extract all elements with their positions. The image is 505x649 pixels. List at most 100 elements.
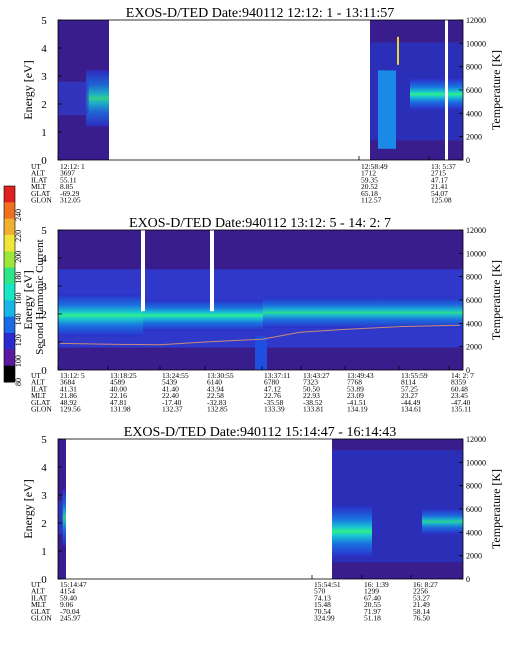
orbit-cell: 65.18	[361, 189, 378, 198]
orbit-cell: 133.39	[264, 405, 285, 414]
y-tick-label: 1	[41, 546, 47, 558]
y2-tick-label: 6000	[466, 505, 482, 514]
spectrogram-band	[62, 489, 66, 546]
orbit-cell: 125.08	[431, 196, 452, 205]
colorbar-swatch	[4, 284, 15, 301]
colorbar-tick-label: 180	[14, 272, 23, 284]
orbit-row-label: GLAT	[31, 607, 51, 616]
orbit-cell: 71.97	[364, 607, 381, 616]
orbit-cell: 13:12: 5	[60, 371, 85, 380]
orbit-cell: 23.09	[347, 391, 364, 400]
orbit-cell: 20.55	[364, 600, 381, 609]
orbit-cell: 22.93	[303, 391, 320, 400]
orbit-cell: 76.50	[413, 614, 430, 623]
y-tick-label: 0	[41, 574, 47, 586]
orbit-cell: 47.12	[264, 384, 281, 393]
y-tick-label: 3	[41, 490, 47, 502]
panel-title: EXOS-D/TED Date:940112 12:12: 1 - 13:11:…	[126, 6, 394, 21]
orbit-cell: 12:58:49	[361, 162, 388, 171]
panel-title: EXOS-D/TED Date:940112 15:14:47 - 16:14:…	[124, 425, 396, 440]
orbit-cell: 4589	[110, 378, 125, 387]
orbit-row-label: MLT	[31, 600, 47, 609]
spectrogram-panel-3: EXOS-D/TED Date:940112 15:14:47 - 16:14:…	[21, 425, 503, 623]
orbit-cell: 13:37:11	[264, 371, 291, 380]
data-gap	[141, 230, 145, 312]
y2-tick-label: 8000	[466, 482, 482, 491]
colorbar-swatch	[4, 251, 15, 269]
y2-axis-label: Temperature [K]	[489, 469, 503, 549]
spectrogram-band	[58, 81, 89, 116]
y2-tick-label: 2000	[466, 552, 482, 561]
orbit-cell: 6780	[264, 378, 279, 387]
orbit-row-label: GLON	[31, 196, 52, 205]
orbit-cell: 132.37	[162, 405, 183, 414]
orbit-cell: 20.52	[361, 182, 378, 191]
y2-tick-label: 10000	[466, 458, 486, 467]
orbit-cell: 112.57	[361, 196, 382, 205]
data-gap	[445, 20, 448, 160]
colorbar-swatch	[4, 186, 15, 203]
orbit-cell: 4154	[60, 587, 75, 596]
orbit-cell: 60.48	[451, 384, 468, 393]
orbit-cell: 13: 5:37	[431, 162, 456, 171]
orbit-cell: 9.06	[60, 600, 73, 609]
y2-tick-label: 6000	[466, 86, 482, 95]
orbit-cell: 16: 8:27	[413, 580, 438, 589]
colorbar-tick-label: 220	[14, 230, 23, 242]
orbit-row-label: GLAT	[31, 398, 51, 407]
orbit-cell: 15:54:51	[314, 580, 341, 589]
y2-tick-label: 10000	[466, 39, 486, 48]
colorbar-swatch	[4, 365, 15, 383]
y2-tick-label: 4000	[466, 528, 482, 537]
orbit-cell: 59.35	[361, 175, 378, 184]
y2-tick-label: 0	[466, 575, 470, 584]
orbit-cell: 70.54	[314, 607, 331, 616]
orbit-cell: 41.31	[60, 384, 77, 393]
y-tick-label: 5	[41, 225, 47, 237]
orbit-cell: 1299	[364, 587, 379, 596]
orbit-cell: -69.29	[60, 189, 80, 198]
colorbar-tick-label: 100	[14, 355, 23, 367]
orbit-cell: 48.92	[60, 398, 77, 407]
y2-tick-label: 12000	[466, 435, 486, 444]
orbit-cell: -47.40	[451, 398, 471, 407]
orbit-cell: 135.11	[451, 405, 472, 414]
orbit-cell: 74.13	[314, 593, 331, 602]
orbit-cell: -32.83	[207, 398, 227, 407]
orbit-cell: 53.89	[347, 384, 364, 393]
y-axis-label: Energy [eV]	[21, 270, 35, 329]
spectrogram-band	[378, 70, 396, 149]
spectrogram-band	[58, 500, 63, 535]
y-tick-label: 5	[41, 434, 47, 446]
orbit-row-label: ALT	[31, 587, 45, 596]
data-gap	[210, 230, 214, 312]
orbit-cell: 22.16	[110, 391, 127, 400]
y-tick-label: 1	[41, 127, 47, 139]
orbit-cell: 8.85	[60, 182, 73, 191]
y2-axis-label: Temperature [K]	[489, 260, 503, 340]
orbit-row-label: GLAT	[31, 189, 51, 198]
spectrogram-band	[332, 506, 372, 557]
colorbar-swatch	[4, 300, 15, 318]
orbit-cell: 53.27	[413, 593, 430, 602]
orbit-cell: 13:55:59	[401, 371, 428, 380]
orbit-cell: 312.05	[60, 196, 81, 205]
y-tick-label: 0	[41, 155, 47, 167]
spectrogram-band	[255, 336, 267, 370]
orbit-row-label: ALT	[31, 378, 45, 387]
y2-tick-label: 0	[466, 156, 470, 165]
orbit-cell: 134.61	[401, 405, 422, 414]
orbit-cell: 324.99	[314, 614, 335, 623]
orbit-cell: 23.45	[451, 391, 468, 400]
orbit-cell: -41.51	[347, 398, 367, 407]
orbit-cell: 6140	[207, 378, 222, 387]
y2-tick-label: 0	[466, 366, 470, 375]
colorbar-swatch	[4, 267, 15, 285]
orbit-row-label: ILAT	[31, 384, 48, 393]
orbit-cell: 8114	[401, 378, 416, 387]
colorbar-swatch	[4, 349, 15, 367]
orbit-cell: 15.48	[314, 600, 331, 609]
y-tick-label: 3	[41, 71, 47, 83]
orbit-cell: -70.04	[60, 607, 80, 616]
